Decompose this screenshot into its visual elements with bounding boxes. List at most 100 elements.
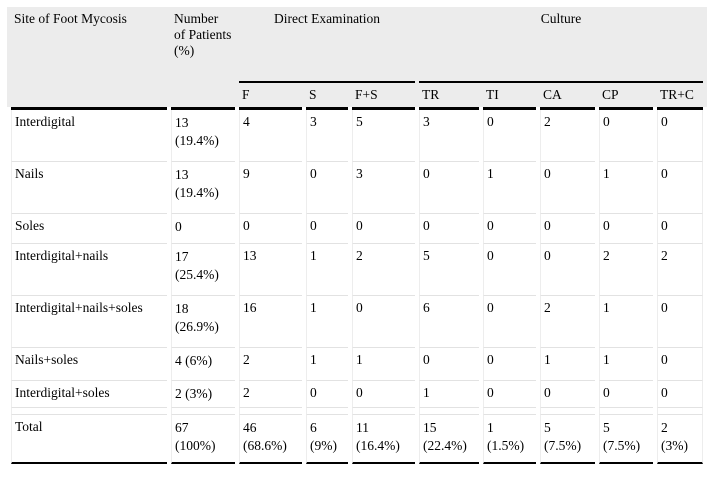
table-row: Soles 0 0 0 0 0 0 0 0 0	[11, 214, 704, 244]
value-cell: 5	[352, 110, 416, 162]
table-row: Nails 13 (19.4%) 9 0 3 0 1 0 1 0	[11, 162, 704, 214]
sub-header-cp: CP	[599, 83, 654, 110]
value-cell: 16	[239, 296, 302, 348]
value-cell: 3	[419, 110, 480, 162]
table-row: Interdigital 13 (19.4%) 4 3 5 3 0 2 0 0	[11, 110, 704, 162]
value-cell: 11 (16.4%)	[352, 415, 416, 464]
patients-count: 17	[175, 249, 189, 264]
patients-count: 0	[175, 219, 182, 234]
value-cell: 1	[306, 348, 348, 381]
table-row: Nails+soles 4 (6%) 2 1 1 0 0 1 1 0	[11, 348, 704, 381]
table-body: Interdigital 13 (19.4%) 4 3 5 3 0 2 0 0 …	[11, 110, 704, 464]
site-cell: Soles	[11, 214, 167, 244]
value-cell: 0	[483, 348, 537, 381]
patients-count: 4 (6%)	[175, 353, 213, 368]
value-cell: 9	[239, 162, 302, 214]
value-cell: 0	[306, 162, 348, 214]
table-row: Interdigital+soles 2 (3%) 2 0 0 1 0 0 0 …	[11, 381, 704, 408]
foot-mycosis-table: Site of Foot Mycosis Number of Patients …	[7, 7, 708, 464]
column-header-site: Site of Foot Mycosis	[11, 7, 167, 110]
value-cell: 0	[483, 381, 537, 408]
value-cell: 0	[419, 162, 480, 214]
sub-header-ti: TI	[483, 83, 537, 110]
value-cell: 1	[419, 381, 480, 408]
value-cell: 15 (22.4%)	[419, 415, 480, 464]
patients-count: 13	[175, 115, 189, 130]
value-cell: 1	[599, 296, 654, 348]
value-cell: 0	[540, 214, 596, 244]
sub-header-f: F	[239, 83, 302, 110]
value-cell: 0	[657, 381, 704, 408]
value-cell: 0	[599, 381, 654, 408]
patients-count: 67	[175, 420, 189, 435]
patients-percent: (26.9%)	[175, 319, 219, 334]
value-cell: 4	[239, 110, 302, 162]
patients-percent: (100%)	[175, 438, 216, 453]
patients-cell: 0	[171, 214, 235, 244]
value-cell: 2	[352, 244, 416, 296]
value-cell: 6	[419, 296, 480, 348]
value-cell: 1	[540, 348, 596, 381]
site-cell: Nails+soles	[11, 348, 167, 381]
site-cell: Interdigital+soles	[11, 381, 167, 408]
value-cell: 0	[306, 214, 348, 244]
column-header-patients: Number of Patients (%)	[171, 7, 235, 110]
patients-cell: 13 (19.4%)	[171, 110, 235, 162]
value-cell: 2	[540, 110, 596, 162]
value-cell: 1	[352, 348, 416, 381]
group-header-culture: Culture	[419, 7, 704, 83]
sub-header-tr: TR	[419, 83, 480, 110]
value-cell: 0	[419, 348, 480, 381]
value-cell: 3	[306, 110, 348, 162]
value-cell: 0	[483, 296, 537, 348]
patients-percent: (25.4%)	[175, 267, 219, 282]
sub-header-fs: F+S	[352, 83, 416, 110]
patients-cell: 13 (19.4%)	[171, 162, 235, 214]
group-header-row: Site of Foot Mycosis Number of Patients …	[11, 7, 704, 110]
value-cell: 6 (9%)	[306, 415, 348, 464]
page: Site of Foot Mycosis Number of Patients …	[7, 7, 708, 464]
value-cell: 0	[483, 110, 537, 162]
sub-header-trc: TR+C	[657, 83, 704, 110]
patients-count: 2 (3%)	[175, 386, 213, 401]
value-cell: 0	[657, 296, 704, 348]
table-row: Interdigital+nails+soles 18 (26.9%) 16 1…	[11, 296, 704, 348]
value-cell: 0	[540, 244, 596, 296]
value-cell: 0	[599, 110, 654, 162]
value-cell: 0	[540, 381, 596, 408]
patients-cell: 18 (26.9%)	[171, 296, 235, 348]
value-cell: 0	[657, 110, 704, 162]
value-cell: 0	[352, 381, 416, 408]
value-cell: 0	[540, 162, 596, 214]
value-cell: 2	[239, 381, 302, 408]
site-cell: Interdigital+nails+soles	[11, 296, 167, 348]
spacer-row	[11, 408, 704, 415]
value-cell: 1	[306, 244, 348, 296]
patients-cell: 17 (25.4%)	[171, 244, 235, 296]
site-cell: Nails	[11, 162, 167, 214]
value-cell: 0	[419, 214, 480, 244]
group-header-direct-examination: Direct Examination	[239, 7, 416, 83]
value-cell: 1	[483, 162, 537, 214]
value-cell: 0	[306, 381, 348, 408]
patients-percent: (19.4%)	[175, 185, 219, 200]
patients-cell: 67 (100%)	[171, 415, 235, 464]
value-cell: 2	[540, 296, 596, 348]
value-cell: 1	[306, 296, 348, 348]
value-cell: 3	[352, 162, 416, 214]
value-cell: 1	[599, 162, 654, 214]
total-row: Total 67 (100%) 46 (68.6%) 6 (9%) 11 (16…	[11, 415, 704, 464]
sub-header-row: F S F+S TR TI CA CP TR+C	[11, 83, 704, 110]
patients-percent: (19.4%)	[175, 133, 219, 148]
value-cell: 5	[419, 244, 480, 296]
sub-header-ca: CA	[540, 83, 596, 110]
site-cell: Interdigital+nails	[11, 244, 167, 296]
value-cell: 13	[239, 244, 302, 296]
value-cell: 5 (7.5%)	[599, 415, 654, 464]
table-header: Site of Foot Mycosis Number of Patients …	[11, 7, 704, 110]
value-cell: 0	[657, 162, 704, 214]
value-cell: 0	[483, 244, 537, 296]
value-cell: 0	[352, 296, 416, 348]
patients-cell: 4 (6%)	[171, 348, 235, 381]
value-cell: 1	[599, 348, 654, 381]
